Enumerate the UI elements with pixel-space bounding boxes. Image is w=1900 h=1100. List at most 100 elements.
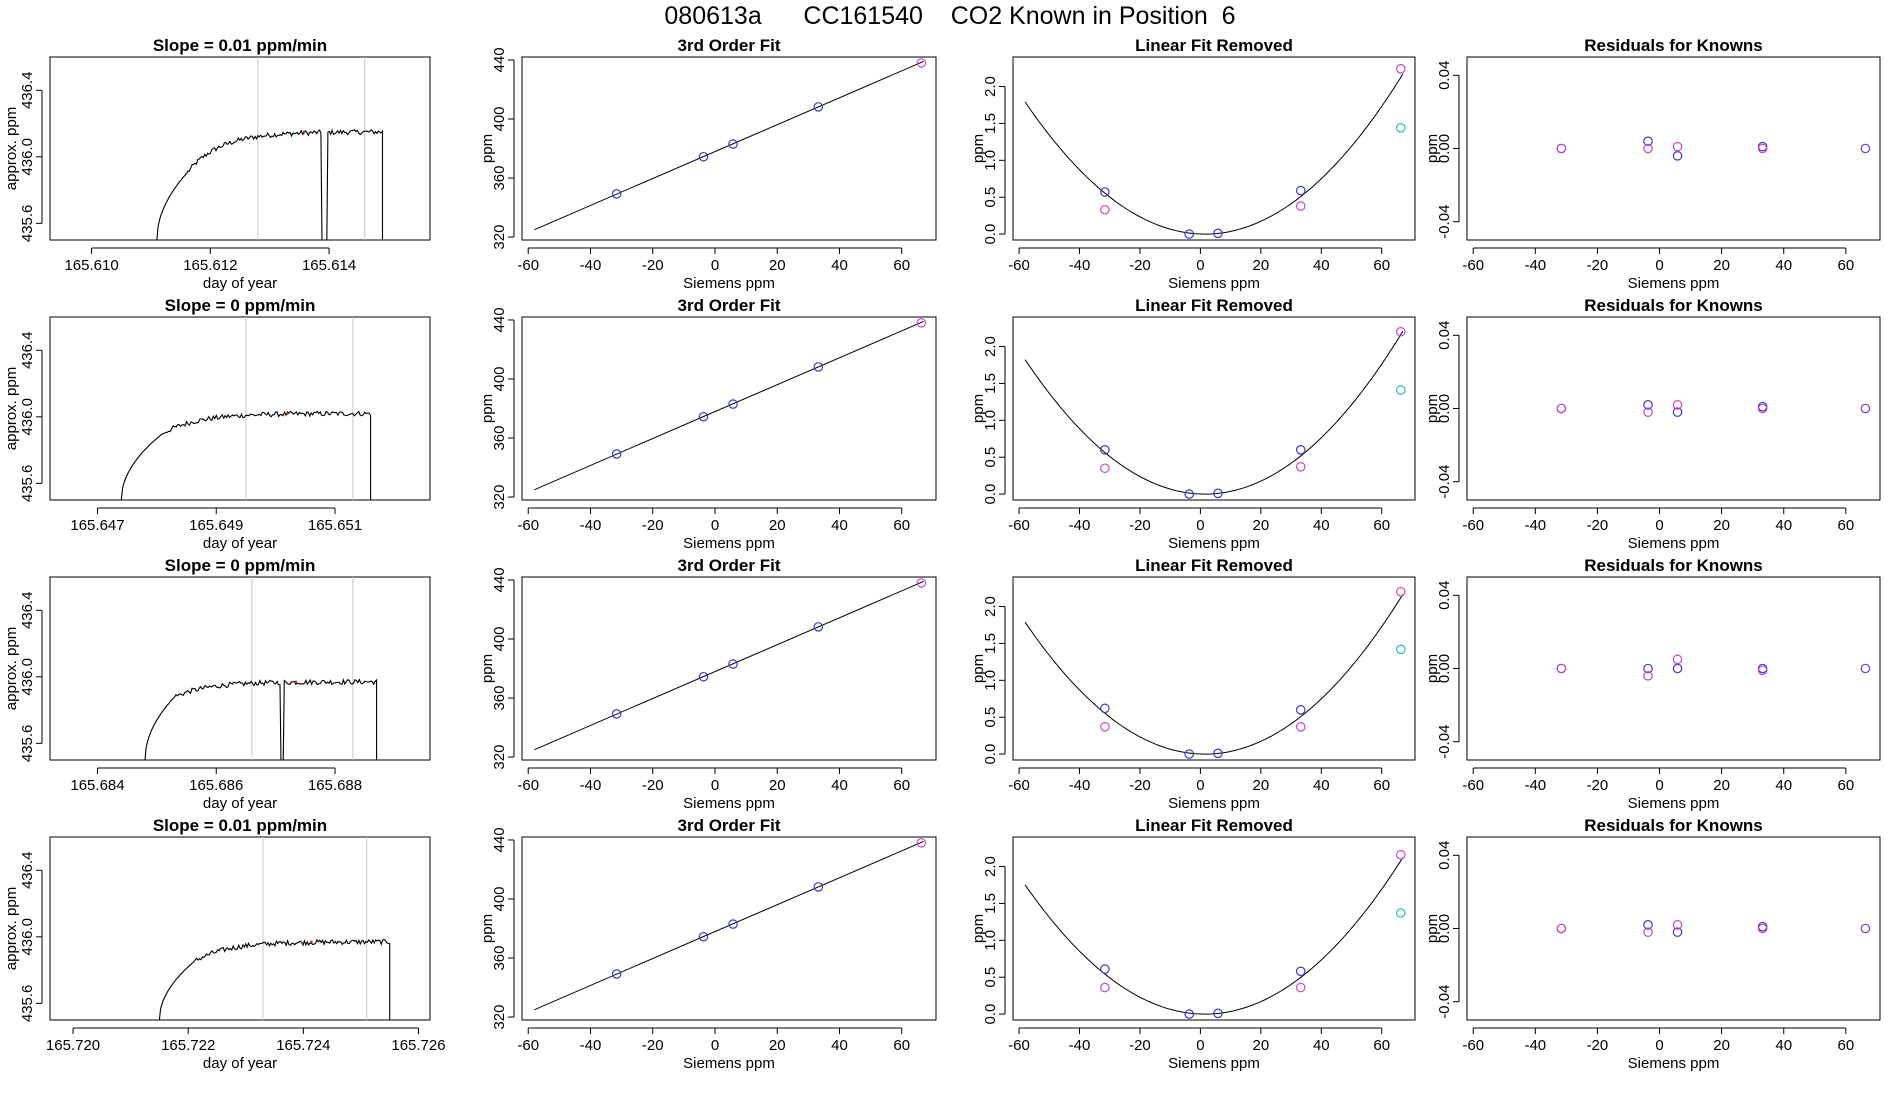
data-point — [1100, 982, 1110, 993]
x-tick-label: -20 — [642, 517, 664, 534]
y-tick-label: 0.00 — [1436, 134, 1453, 163]
plot-area — [1024, 326, 1406, 499]
y-tick-label: 440 — [491, 567, 508, 592]
time-series-trace — [144, 678, 378, 760]
chart-title: 3rd Order Fit — [678, 556, 781, 575]
data-point — [1295, 461, 1306, 472]
chart-panel-linfit-3: Linear Fit Removed -60 -40 -20 0 20 40 60 Siemen… — [970, 556, 1416, 812]
chart-title: 3rd Order Fit — [678, 296, 781, 315]
y-axis-label: ppm — [479, 134, 496, 163]
plot-area — [156, 57, 384, 240]
y-tick-label: 0.0 — [982, 484, 999, 505]
data-point — [1556, 923, 1567, 934]
data-point — [916, 318, 927, 328]
x-tick-label: 0 — [1196, 777, 1204, 794]
y-tick-label: 435.6 — [19, 205, 36, 243]
x-axis-label: day of year — [203, 535, 277, 552]
x-tick-label: 0 — [711, 257, 719, 274]
y-axis-label: ppm — [479, 914, 496, 943]
x-tick-label: 40 — [1775, 257, 1792, 274]
x-tick-label: -40 — [1069, 257, 1091, 274]
x-tick-label: 165.726 — [391, 1037, 445, 1054]
y-tick-label: 1.5 — [982, 373, 999, 394]
x-tick-label: 60 — [1373, 517, 1390, 534]
plot-area — [1556, 654, 1871, 681]
y-tick-label: -0.04 — [1436, 985, 1453, 1019]
y-tick-label: 0.00 — [1436, 914, 1453, 943]
y-tick-label: -0.04 — [1436, 465, 1453, 499]
plot-frame — [49, 316, 431, 501]
x-tick-label: -20 — [642, 257, 664, 274]
x-tick-label: 0 — [1196, 257, 1204, 274]
data-point — [1213, 228, 1223, 239]
plot-area — [158, 837, 391, 1020]
data-point — [1295, 705, 1306, 715]
x-tick-label: 165.720 — [46, 1037, 100, 1054]
data-point — [1860, 663, 1871, 674]
chart-title: Residuals for Knowns — [1584, 816, 1763, 835]
x-tick-label: -60 — [1008, 517, 1030, 534]
chart-title: Residuals for Knowns — [1584, 556, 1763, 575]
fit-curve — [1024, 593, 1404, 755]
data-point — [1672, 927, 1683, 937]
data-point — [611, 189, 622, 199]
y-axis-label: ppm — [1424, 914, 1441, 943]
x-axis-label: Siemens ppm — [1628, 795, 1720, 812]
x-tick-label: -60 — [1008, 777, 1030, 794]
y-tick-label: 0.00 — [1436, 654, 1453, 683]
y-tick-label: 436.0 — [19, 658, 36, 696]
x-axis-label: Siemens ppm — [1628, 275, 1720, 292]
average-marker — [286, 412, 289, 415]
data-point — [1672, 400, 1683, 410]
data-point — [1100, 721, 1110, 732]
chart-title: Linear Fit Removed — [1135, 556, 1293, 575]
y-tick-label: 436.0 — [19, 138, 36, 176]
y-tick-label: 400 — [491, 106, 508, 131]
x-tick-label: -20 — [1129, 517, 1151, 534]
x-tick-label: -40 — [1524, 257, 1546, 274]
time-series-trace — [120, 410, 372, 500]
y-tick-label: 436.4 — [19, 331, 36, 369]
x-tick-label: -20 — [1129, 257, 1151, 274]
data-point — [1643, 927, 1653, 937]
x-tick-label: 20 — [1713, 777, 1730, 794]
data-point — [728, 399, 738, 409]
x-tick-label: 165.614 — [302, 257, 356, 274]
x-tick-label: 165.686 — [189, 777, 243, 794]
time-series-trace — [156, 128, 384, 240]
x-tick-label: 165.724 — [276, 1037, 330, 1054]
data-point — [1395, 326, 1406, 337]
data-point — [916, 58, 927, 68]
data-point — [698, 671, 709, 682]
data-point — [1757, 143, 1768, 154]
data-point — [728, 919, 738, 929]
data-point — [1295, 185, 1306, 196]
x-tick-label: 20 — [1713, 517, 1730, 534]
data-point — [1100, 703, 1110, 714]
y-tick-label: 436.4 — [19, 71, 36, 109]
y-tick-label: 435.6 — [19, 725, 36, 763]
x-tick-label: -40 — [1069, 1037, 1091, 1054]
chart-panel-resid-1: Residuals for Knowns -60 -40 -20 0 20 40 60 Siem… — [1424, 36, 1881, 292]
x-tick-label: -60 — [1462, 257, 1484, 274]
y-tick-label: 1.5 — [982, 633, 999, 654]
data-point — [1295, 721, 1306, 732]
data-point — [1757, 403, 1768, 414]
x-axis-label: day of year — [203, 275, 277, 292]
data-point — [1556, 403, 1567, 414]
chart-panel-time-3: Slope = 0 ppm/min 165.684 165.686 165.688 da… — [3, 556, 431, 812]
y-axis-label: ppm — [479, 654, 496, 683]
y-tick-label: 360 — [491, 166, 508, 191]
plot-area — [1556, 136, 1871, 161]
y-tick-label: 1.0 — [982, 150, 999, 171]
data-point — [1643, 663, 1653, 674]
average-marker — [302, 130, 306, 134]
x-tick-label: 60 — [1373, 777, 1390, 794]
x-tick-label: 40 — [831, 777, 848, 794]
chart-panel-resid-3: Residuals for Knowns -60 -40 -20 0 20 40 60 Siem… — [1424, 556, 1881, 812]
data-point — [698, 151, 709, 162]
x-tick-label: -40 — [580, 517, 602, 534]
data-point — [1295, 201, 1306, 211]
y-tick-label: 2.0 — [982, 856, 999, 877]
